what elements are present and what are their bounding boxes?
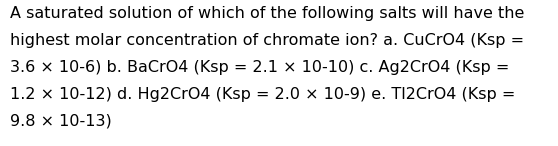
Text: highest molar concentration of chromate ion? a. CuCrO4 (Ksp =: highest molar concentration of chromate … <box>10 33 524 48</box>
Text: 1.2 × 10-12) d. Hg2CrO4 (Ksp = 2.0 × 10-9) e. Tl2CrO4 (Ksp =: 1.2 × 10-12) d. Hg2CrO4 (Ksp = 2.0 × 10-… <box>10 87 516 102</box>
Text: 3.6 × 10-6) b. BaCrO4 (Ksp = 2.1 × 10-10) c. Ag2CrO4 (Ksp =: 3.6 × 10-6) b. BaCrO4 (Ksp = 2.1 × 10-10… <box>10 60 509 75</box>
Text: A saturated solution of which of the following salts will have the: A saturated solution of which of the fol… <box>10 6 525 21</box>
Text: 9.8 × 10-13): 9.8 × 10-13) <box>10 114 112 129</box>
